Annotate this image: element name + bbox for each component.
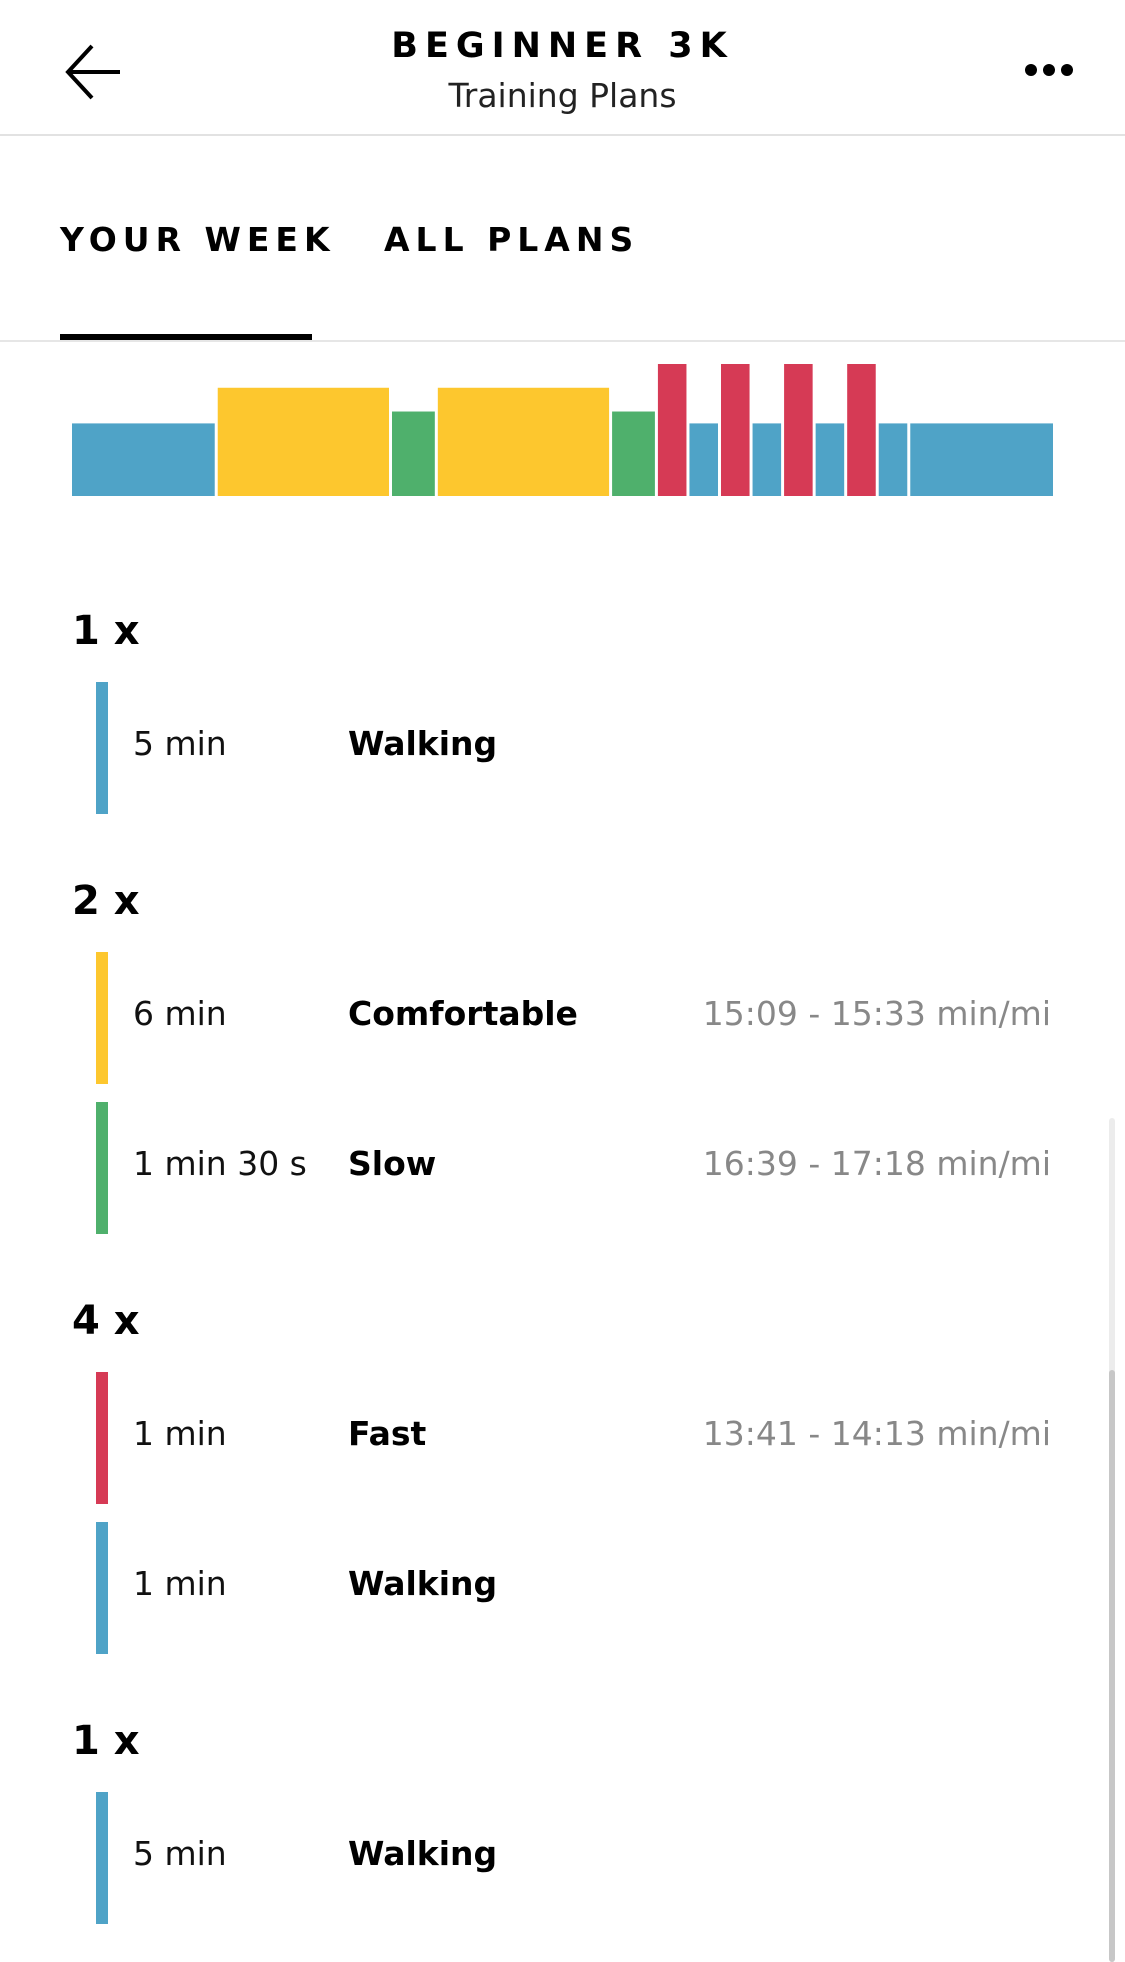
workout-step-row[interactable]: 1 min Fast 13:41 - 14:13 min/mi xyxy=(0,1372,1125,1504)
intensity-bar-fast xyxy=(847,364,876,496)
intensity-bar-slow xyxy=(392,411,435,496)
tab-all-plans[interactable]: ALL PLANS xyxy=(384,220,640,259)
step-duration: 5 min xyxy=(133,724,227,763)
tab-bar: YOUR WEEK ALL PLANS xyxy=(0,136,1125,342)
step-pace-range: 13:41 - 14:13 min/mi xyxy=(702,1414,1051,1453)
intensity-bar-walking xyxy=(72,423,215,496)
intensity-bar-walking xyxy=(752,423,782,496)
step-intensity-name: Walking xyxy=(348,1834,498,1873)
workout-step-row[interactable]: 5 min Walking xyxy=(0,682,1125,814)
intensity-bar-comfortable xyxy=(437,387,610,496)
workout-step-row[interactable]: 1 min 30 s Slow 16:39 - 17:18 min/mi xyxy=(0,1102,1125,1234)
intensity-bar-walking xyxy=(878,423,908,496)
repeat-count: 1 x xyxy=(72,608,140,654)
intensity-bar-fast xyxy=(657,364,687,496)
intensity-bar-comfortable xyxy=(217,387,389,496)
more-dots-icon xyxy=(1043,64,1055,76)
repeat-count: 2 x xyxy=(72,878,140,924)
step-color-bar xyxy=(96,1522,108,1654)
workout-step-row[interactable]: 6 min Comfortable 15:09 - 15:33 min/mi xyxy=(0,952,1125,1084)
more-options-button[interactable] xyxy=(1013,52,1085,88)
step-pace-range: 15:09 - 15:33 min/mi xyxy=(702,994,1051,1033)
workout-intensity-chart xyxy=(72,364,1053,496)
more-dots-icon xyxy=(1061,64,1073,76)
intensity-bar-walking xyxy=(910,423,1053,496)
step-duration: 1 min 30 s xyxy=(133,1144,307,1183)
intensity-bar-fast xyxy=(784,364,813,496)
step-color-bar xyxy=(96,1102,108,1234)
top-bar: BEGINNER 3K Training Plans xyxy=(0,0,1125,136)
step-duration: 1 min xyxy=(133,1414,227,1453)
step-intensity-name: Walking xyxy=(348,1564,498,1603)
intensity-bar-walking xyxy=(689,423,718,496)
page-subtitle: Training Plans xyxy=(448,76,677,115)
repeat-count: 1 x xyxy=(72,1718,140,1764)
arrow-left-icon xyxy=(65,44,120,100)
step-color-bar xyxy=(96,682,108,814)
step-intensity-name: Walking xyxy=(348,724,498,763)
step-color-bar xyxy=(96,952,108,1084)
intensity-bar-fast xyxy=(721,364,750,496)
repeat-count: 4 x xyxy=(72,1298,140,1344)
step-duration: 6 min xyxy=(133,994,227,1033)
workout-step-row[interactable]: 5 min Walking xyxy=(0,1792,1125,1924)
active-tab-indicator xyxy=(60,334,312,340)
step-intensity-name: Slow xyxy=(348,1144,437,1183)
step-duration: 5 min xyxy=(133,1834,227,1873)
step-color-bar xyxy=(96,1372,108,1504)
step-intensity-name: Fast xyxy=(348,1414,427,1453)
step-intensity-name: Comfortable xyxy=(348,994,578,1033)
intensity-bar-slow xyxy=(612,411,655,496)
step-color-bar xyxy=(96,1792,108,1924)
step-duration: 1 min xyxy=(133,1564,227,1603)
more-dots-icon xyxy=(1025,64,1037,76)
back-button[interactable] xyxy=(60,36,132,108)
step-pace-range: 16:39 - 17:18 min/mi xyxy=(702,1144,1051,1183)
page-title: BEGINNER 3K xyxy=(391,26,734,66)
intensity-bar-walking xyxy=(815,423,845,496)
workout-step-row[interactable]: 1 min Walking xyxy=(0,1522,1125,1654)
scrollbar-thumb[interactable] xyxy=(1109,1370,1115,1962)
tab-your-week[interactable]: YOUR WEEK xyxy=(60,220,336,259)
